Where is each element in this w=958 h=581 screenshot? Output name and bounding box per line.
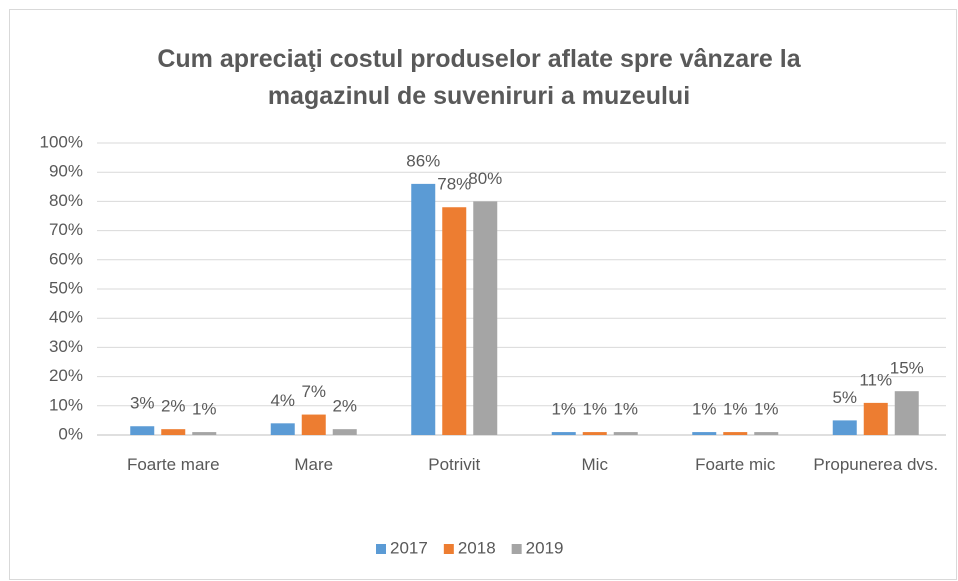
legend-swatch (443, 544, 454, 554)
data-label: 1% (582, 400, 607, 419)
bar (301, 414, 326, 435)
data-label: 1% (613, 400, 638, 419)
y-tick-label: 0% (58, 424, 83, 443)
x-tick-label: Foarte mic (695, 455, 776, 474)
x-tick-label: Propunerea dvs. (813, 455, 938, 474)
legend-swatch (511, 544, 522, 554)
bar (582, 432, 607, 435)
y-tick-label: 90% (49, 162, 83, 181)
data-label: 7% (301, 382, 326, 401)
x-tick-label: Mic (582, 455, 609, 474)
data-label: 2% (161, 397, 186, 416)
bar (442, 207, 467, 435)
data-label: 1% (551, 400, 576, 419)
y-tick-label: 100% (40, 132, 83, 151)
data-label: 4% (270, 391, 295, 410)
bar (192, 432, 217, 435)
y-tick-label: 20% (49, 366, 83, 385)
data-label: 1% (723, 400, 748, 419)
y-tick-label: 60% (49, 249, 83, 268)
bar (473, 201, 498, 435)
chart-title: Cum apreciaţi costul produselor aflate s… (157, 45, 801, 110)
data-label: 1% (192, 400, 217, 419)
bar (692, 432, 717, 435)
y-tick-label: 80% (49, 191, 83, 210)
legend-label: 2017 (390, 538, 428, 557)
y-tick-label: 10% (49, 395, 83, 414)
bar (613, 432, 638, 435)
data-label: 86% (406, 151, 440, 170)
bar (411, 183, 436, 435)
data-label: 11% (859, 370, 892, 389)
bar (754, 432, 779, 435)
bar (130, 426, 155, 435)
x-tick-label: Potrivit (428, 455, 480, 474)
bar (332, 429, 357, 435)
bar (723, 432, 748, 435)
data-label: 80% (468, 169, 502, 188)
data-label: 2% (332, 397, 357, 416)
data-label: 78% (437, 175, 471, 194)
bar (270, 423, 295, 435)
y-tick-label: 50% (49, 278, 83, 297)
x-tick-label: Mare (294, 455, 333, 474)
bar (863, 402, 888, 435)
bar (894, 391, 919, 435)
x-tick-label: Foarte mare (127, 455, 220, 474)
legend-label: 2018 (458, 538, 496, 557)
bar (161, 429, 186, 435)
data-label: 15% (890, 359, 924, 378)
data-label: 1% (692, 400, 717, 419)
data-label: 3% (130, 394, 155, 413)
legend-label: 2019 (526, 538, 564, 557)
y-tick-label: 30% (49, 337, 83, 356)
y-tick-label: 40% (49, 308, 83, 327)
y-tick-label: 70% (49, 220, 83, 239)
data-label: 1% (754, 400, 779, 419)
bar (832, 420, 857, 435)
legend-swatch (376, 544, 386, 554)
data-label: 5% (832, 388, 857, 407)
bar (551, 432, 576, 435)
